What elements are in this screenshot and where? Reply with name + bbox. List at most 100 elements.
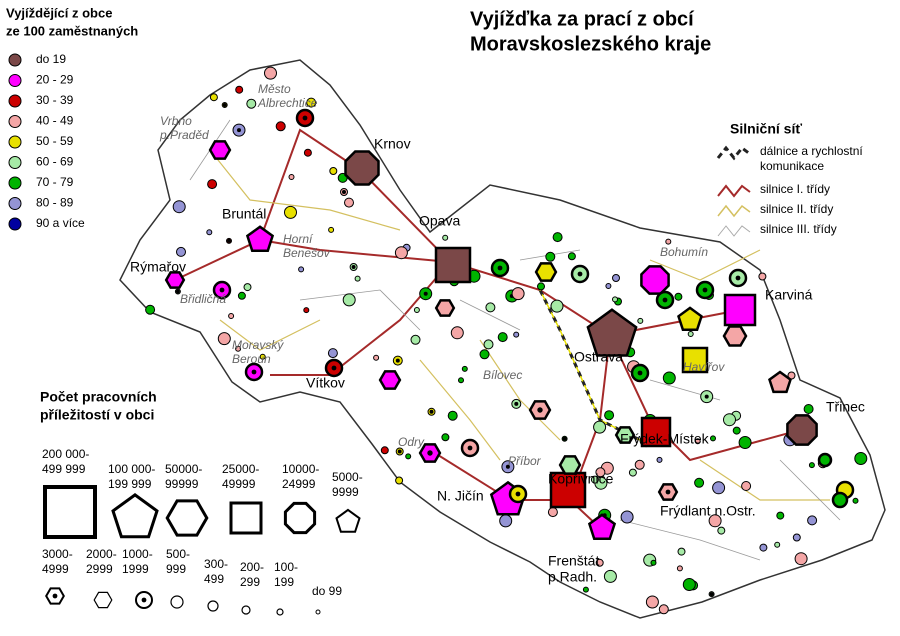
size-label: 25000- xyxy=(222,462,259,476)
marker xyxy=(229,501,263,535)
marker xyxy=(217,332,231,346)
legend-label: 20 - 29 xyxy=(36,73,74,87)
map-title: Vyjížďka za prací z obcí xyxy=(470,8,695,30)
marker-dot xyxy=(227,238,231,243)
legend-label: dálnice a rychlostní xyxy=(760,144,863,158)
marker xyxy=(395,476,404,485)
town-label: N. Jičín xyxy=(437,488,484,504)
marker xyxy=(587,513,617,540)
marker xyxy=(303,148,312,157)
size-label: 1999 xyxy=(122,562,149,576)
marker xyxy=(499,514,513,528)
marker xyxy=(662,371,676,385)
marker xyxy=(344,197,354,208)
legend-swatch xyxy=(8,94,22,108)
town-label: Opava xyxy=(419,213,460,229)
marker xyxy=(694,477,705,488)
marker xyxy=(803,404,814,414)
marker-dot xyxy=(423,291,428,296)
marker xyxy=(768,370,792,394)
municipality-markers xyxy=(145,66,868,615)
marker xyxy=(852,497,859,504)
legend-swatch xyxy=(8,176,22,190)
marker xyxy=(394,246,408,260)
legend-title: Vyjíždějící z obce xyxy=(6,5,112,20)
marker xyxy=(741,481,752,491)
marker xyxy=(434,246,472,284)
marker xyxy=(658,604,669,615)
marker-dot xyxy=(342,190,346,194)
size-label: 999 xyxy=(166,562,186,576)
marker xyxy=(723,413,736,427)
marker-dot xyxy=(704,394,709,399)
size-label: 500- xyxy=(166,547,190,561)
place-label: Moravský xyxy=(232,338,284,352)
marker xyxy=(354,275,361,282)
town-label: Frýdlant n.Ostr. xyxy=(660,503,756,519)
marker xyxy=(792,533,801,542)
marker xyxy=(208,140,232,160)
legend-swatch xyxy=(8,74,22,87)
marker-dot xyxy=(515,491,521,497)
marker xyxy=(335,508,361,533)
marker xyxy=(164,271,186,289)
marker xyxy=(682,578,696,591)
marker xyxy=(640,416,672,448)
legend-road xyxy=(717,204,751,218)
marker xyxy=(264,66,277,80)
legend-swatch xyxy=(8,217,22,231)
size-label: 49999 xyxy=(222,477,256,491)
town-label: Rýmařov xyxy=(130,259,186,275)
marker-dot xyxy=(429,409,434,414)
marker-dot xyxy=(577,271,583,277)
marker-dot xyxy=(331,365,337,371)
size-label: 99999 xyxy=(165,477,199,491)
town-label: Frýdek-Místek xyxy=(620,431,710,447)
place-label: Bílovec xyxy=(483,368,522,382)
marker xyxy=(298,266,305,273)
marker-dot xyxy=(467,445,473,451)
marker xyxy=(674,292,683,301)
marker-dot xyxy=(237,128,241,133)
marker xyxy=(759,543,768,552)
size-label: 199 xyxy=(274,575,294,589)
marker xyxy=(207,179,218,190)
place-label: Břidličná xyxy=(180,292,226,306)
marker xyxy=(628,468,637,477)
marker xyxy=(758,272,767,281)
marker xyxy=(590,475,599,484)
legend-label: 90 a více xyxy=(36,216,85,230)
size-label: 499 xyxy=(204,572,224,586)
size-label: 24999 xyxy=(282,477,316,491)
marker xyxy=(479,349,490,360)
marker-dot xyxy=(52,593,58,599)
town-label: Třinec xyxy=(826,399,865,415)
marker xyxy=(640,265,670,295)
marker xyxy=(732,426,741,435)
legend-label: silnice III. třídy xyxy=(760,222,837,236)
marker xyxy=(342,293,356,307)
place-label: p.Praděd xyxy=(159,128,209,142)
marker xyxy=(275,121,286,132)
marker xyxy=(235,345,242,352)
marker xyxy=(245,225,275,252)
size-label: 200- xyxy=(240,560,264,574)
marker xyxy=(854,452,868,465)
town-label: Kopřivnice xyxy=(548,471,614,487)
legend-road xyxy=(717,225,751,237)
marker-dot xyxy=(665,489,671,495)
marker-dot xyxy=(702,287,708,293)
legend-label: komunikace xyxy=(760,159,824,173)
town-label: Bruntál xyxy=(222,206,266,222)
size-label: 9999 xyxy=(332,485,359,499)
marker xyxy=(712,481,726,495)
legend-swatch xyxy=(8,115,22,128)
legend-label: 70 - 79 xyxy=(36,175,74,189)
marker xyxy=(677,547,686,556)
marker xyxy=(373,354,380,361)
legend-label: 40 - 49 xyxy=(36,114,74,128)
town-label: Vítkov xyxy=(306,375,345,391)
marker xyxy=(344,150,380,186)
marker xyxy=(593,420,607,434)
